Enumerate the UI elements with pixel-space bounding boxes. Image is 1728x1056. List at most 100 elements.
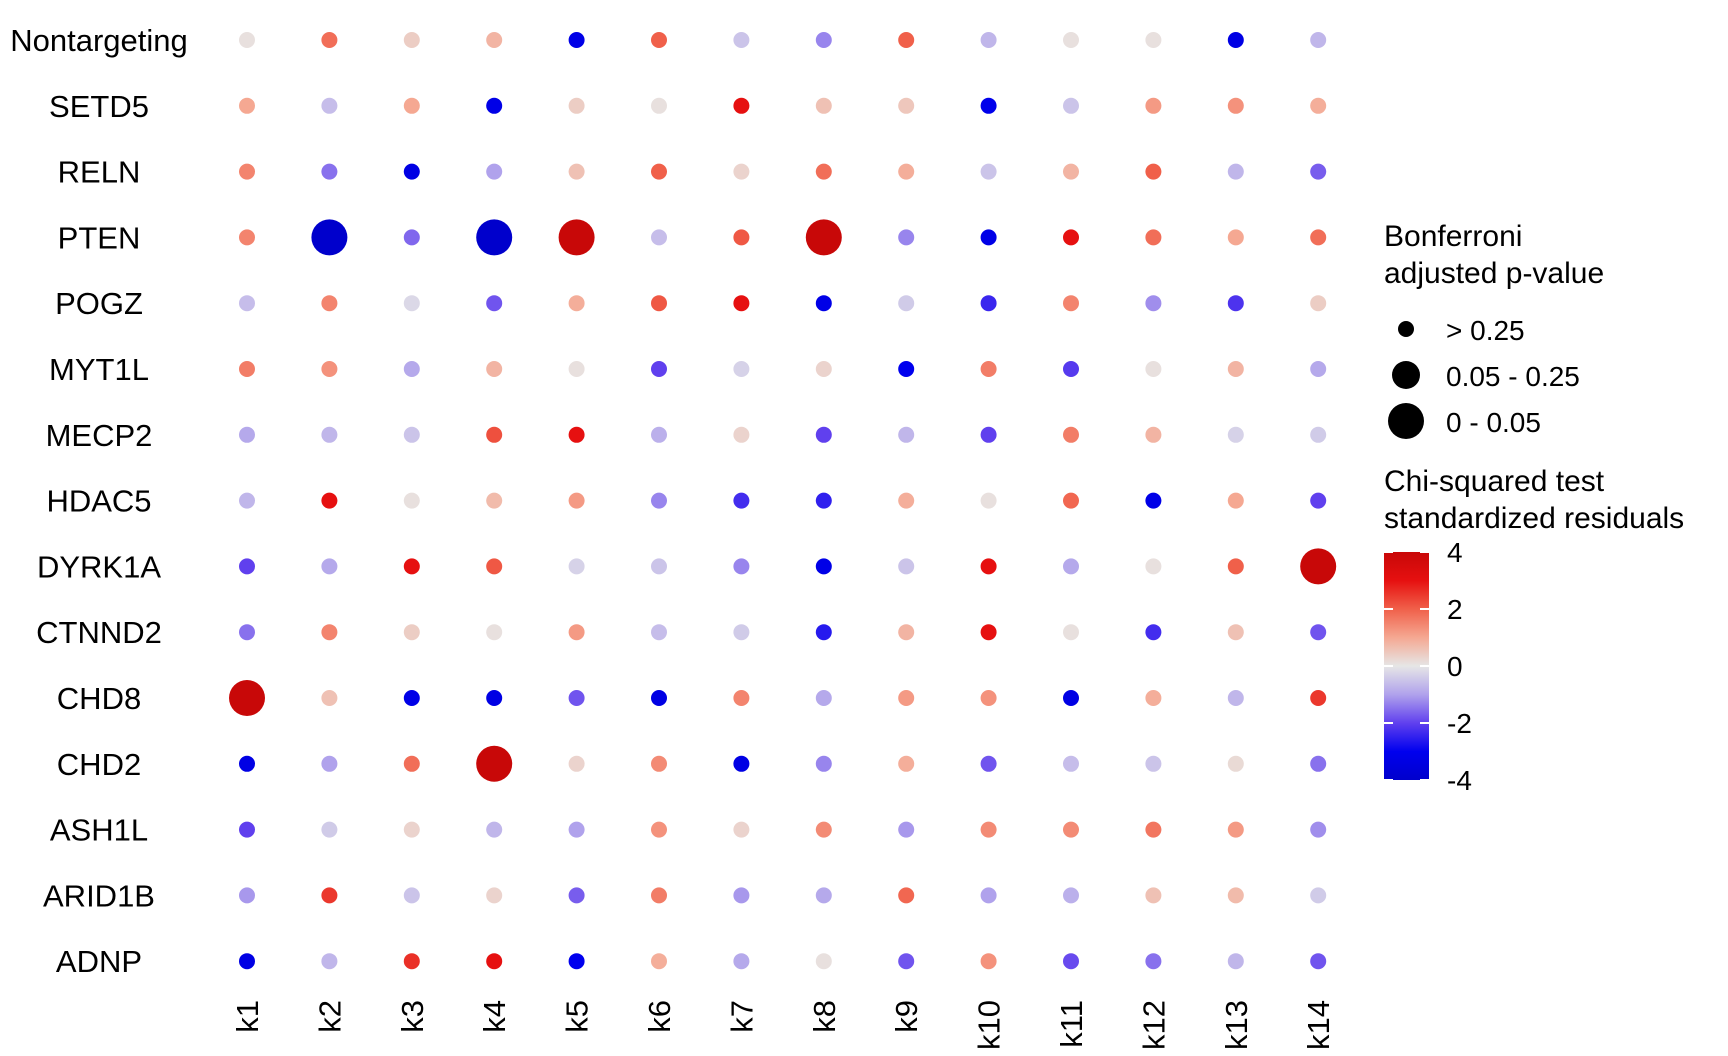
x-tick-label-k14: k14 <box>1301 1000 1336 1050</box>
dot-mecp2-k2 <box>321 426 338 443</box>
dot-myt1l-k13 <box>1227 361 1244 377</box>
dot-myt1l-k14 <box>1310 361 1327 377</box>
dot-arid1b-k5 <box>568 887 585 904</box>
dot-adnp-k10 <box>980 953 997 970</box>
size-legend-label-large: 0 - 0.05 <box>1446 407 1541 438</box>
dot-ash1l-k7 <box>733 821 750 838</box>
y-tick-label-arid1b: ARID1B <box>43 878 155 913</box>
dot-dyrk1a-k14 <box>1300 548 1337 585</box>
dot-pten-k9 <box>898 229 915 246</box>
y-tick-label-chd2: CHD2 <box>57 747 141 782</box>
y-tick-label-mecp2: MECP2 <box>46 418 153 453</box>
x-tick-label-k11: k11 <box>1054 1000 1089 1048</box>
y-tick-label-hdac5: HDAC5 <box>46 484 151 519</box>
dot-dyrk1a-k4 <box>486 558 503 575</box>
x-tick-label-k6: k6 <box>642 1000 677 1033</box>
dot-mecp2-k11 <box>1063 426 1079 443</box>
dot-ctnnd2-k10 <box>980 624 997 641</box>
dot-pogz-k5 <box>568 295 585 312</box>
dot-pogz-k2 <box>321 295 338 312</box>
dot-myt1l-k5 <box>568 361 585 377</box>
dot-chd8-k9 <box>898 690 915 706</box>
dot-nontargeting-k2 <box>321 32 338 48</box>
x-axis-labels: k1 k2 k3 k4 k5 k6 k7 k8 k9 k10 k11 k12 k13 k14 <box>230 1000 1336 1050</box>
dot-ash1l-k8 <box>815 821 832 838</box>
dot-chd2-k10 <box>980 755 997 772</box>
colorbar-tick-label-2: 0 <box>1447 651 1463 682</box>
x-tick-label-k4: k4 <box>477 1000 512 1033</box>
dot-reln-k7 <box>733 163 750 180</box>
dot-setd5-k3 <box>403 97 420 114</box>
dot-mecp2-k13 <box>1227 426 1244 443</box>
dot-arid1b-k7 <box>733 887 750 904</box>
dot-chd8-k6 <box>651 690 667 706</box>
dot-pten-k6 <box>651 229 667 246</box>
dot-hdac5-k3 <box>403 492 420 509</box>
size-legend: Bonferroni adjusted p-value > 0.25 0.05 … <box>1384 220 1604 439</box>
dot-myt1l-k2 <box>321 361 338 377</box>
dot-adnp-k3 <box>403 953 420 970</box>
dot-pogz-k8 <box>815 295 832 312</box>
dot-mecp2-k10 <box>980 426 997 443</box>
dot-nontargeting-k8 <box>815 32 832 48</box>
dot-ash1l-k5 <box>568 821 585 838</box>
dot-ctnnd2-k6 <box>651 624 667 641</box>
dot-arid1b-k9 <box>898 887 915 904</box>
dot-chd8-k7 <box>733 690 750 706</box>
x-tick-label-k9: k9 <box>889 1000 924 1033</box>
dot-myt1l-k8 <box>815 361 832 377</box>
dot-arid1b-k11 <box>1063 887 1079 904</box>
dot-hdac5-k7 <box>733 492 750 509</box>
dot-adnp-k1 <box>239 953 255 970</box>
dot-chd8-k13 <box>1227 690 1244 706</box>
dot-ctnnd2-k7 <box>733 624 750 641</box>
dot-ash1l-k12 <box>1145 821 1162 838</box>
dot-chd2-k1 <box>239 755 255 772</box>
dot-hdac5-k12 <box>1145 492 1162 509</box>
dot-mecp2-k12 <box>1145 426 1162 443</box>
dot-adnp-k13 <box>1227 953 1244 970</box>
dot-reln-k12 <box>1145 163 1162 180</box>
dot-pten-k4 <box>476 219 513 256</box>
dot-reln-k13 <box>1227 163 1244 180</box>
dot-pten-k12 <box>1145 229 1162 246</box>
dot-ctnnd2-k3 <box>403 624 420 641</box>
y-tick-label-pogz: POGZ <box>55 286 143 321</box>
dot-chd8-k4 <box>486 690 503 706</box>
dot-adnp-k5 <box>568 953 585 970</box>
dot-nontargeting-k3 <box>403 32 420 48</box>
dot-adnp-k8 <box>815 953 832 970</box>
dot-setd5-k5 <box>568 97 585 114</box>
dot-adnp-k11 <box>1063 953 1079 970</box>
dot-mecp2-k14 <box>1310 426 1327 443</box>
dot-pogz-k12 <box>1145 295 1162 312</box>
dot-ctnnd2-k1 <box>239 624 255 641</box>
dot-nontargeting-k1 <box>239 32 255 48</box>
dot-myt1l-k10 <box>980 361 997 377</box>
dot-pten-k13 <box>1227 229 1244 246</box>
dot-chd2-k3 <box>403 755 420 772</box>
x-tick-label-k7: k7 <box>724 1000 759 1033</box>
dot-nontargeting-k14 <box>1310 32 1327 48</box>
dot-setd5-k12 <box>1145 97 1162 114</box>
dot-setd5-k13 <box>1227 97 1244 114</box>
dot-pogz-k11 <box>1063 295 1079 312</box>
dot-pten-k8 <box>805 219 842 256</box>
dot-chd2-k4 <box>476 745 513 782</box>
dot-dyrk1a-k7 <box>733 558 750 575</box>
dot-mecp2-k3 <box>403 426 420 443</box>
dot-hdac5-k10 <box>980 492 997 509</box>
dot-chd2-k12 <box>1145 755 1162 772</box>
dot-myt1l-k6 <box>651 361 667 377</box>
color-legend-ticks: 4 2 0 -2 -4 <box>1384 537 1472 796</box>
x-tick-label-k8: k8 <box>807 1000 842 1033</box>
dot-hdac5-k13 <box>1227 492 1244 509</box>
dot-ctnnd2-k8 <box>815 624 832 641</box>
dot-myt1l-k3 <box>403 361 420 377</box>
dot-hdac5-k11 <box>1063 492 1079 509</box>
dot-nontargeting-k11 <box>1063 32 1079 48</box>
dot-reln-k8 <box>815 163 832 180</box>
x-tick-label-k2: k2 <box>312 1000 347 1033</box>
dot-setd5-k4 <box>486 97 503 114</box>
